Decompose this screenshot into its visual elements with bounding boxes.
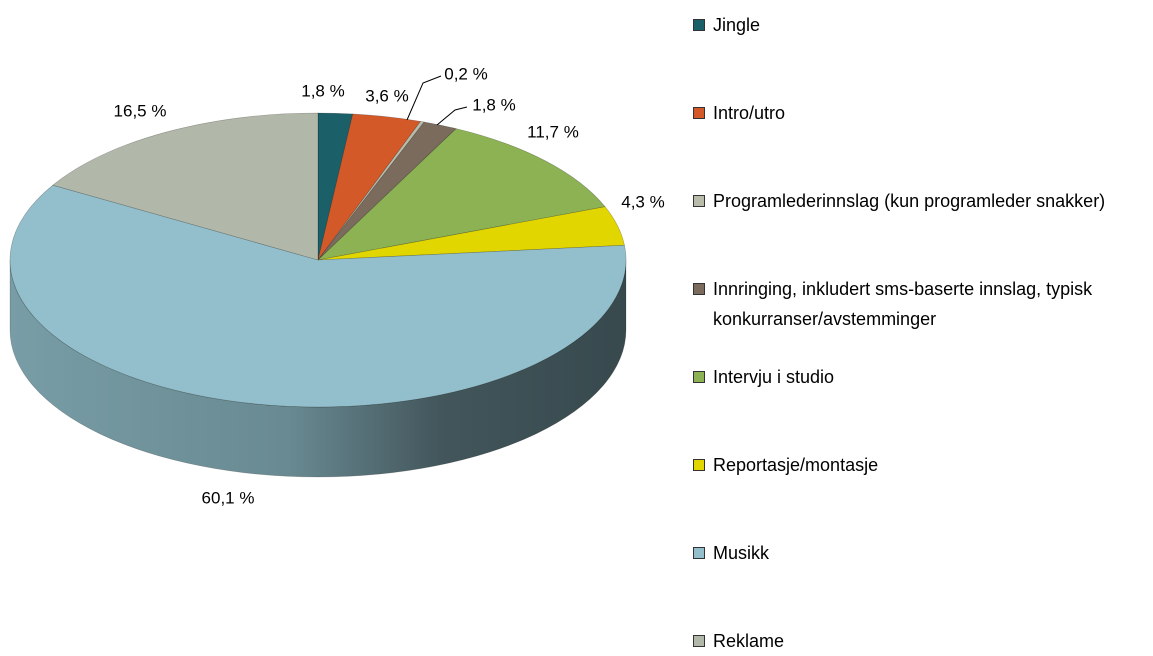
legend-swatch: [693, 19, 705, 31]
legend-label: Reportasje/montasje: [713, 455, 879, 475]
data-label: 11,7 %: [527, 122, 579, 141]
legend-label: Programlederinnslag (kun programleder sn…: [713, 191, 1106, 211]
legend-item: Intervju i studio: [693, 362, 1133, 392]
legend-swatch: [693, 459, 705, 471]
legend-swatch: [693, 547, 705, 559]
legend-item: Musikk: [693, 538, 1133, 568]
legend-label: Jingle: [713, 15, 761, 35]
data-label: 1,8 %: [472, 95, 515, 114]
slice: [317, 113, 422, 261]
legend-label: Intro/utro: [713, 103, 786, 123]
legend-label: Innringing, inkludert sms-baserte innsla…: [713, 279, 1093, 329]
legend-swatch: [693, 107, 705, 119]
legend-swatch: [693, 635, 705, 647]
slice: [317, 112, 354, 261]
slice: [317, 121, 425, 261]
data-label: 16,5 %: [114, 101, 167, 120]
slice: [52, 112, 319, 261]
legend-swatch: [693, 371, 705, 383]
legend-label: Intervju i studio: [713, 367, 835, 387]
legend-swatch: [693, 283, 705, 295]
leader-line: [436, 106, 468, 126]
data-label: 0,2 %: [444, 64, 487, 83]
legend-item: Intro/utro: [693, 98, 1133, 128]
leader-line: [406, 75, 442, 121]
legend-label: Reklame: [713, 631, 785, 651]
slice: [317, 128, 606, 261]
chart: 1,8 % 3,6 % 0,2 % 1,8 % 11,7 % 4,3 % 60,1 % 16,…: [9, 64, 665, 507]
legend-item: Innringing, inkludert sms-baserte innsla…: [693, 274, 1133, 334]
legend-item: Reportasje/montasje: [693, 450, 1133, 480]
legend-item: Programlederinnslag (kun programleder sn…: [693, 186, 1133, 216]
legend-item: Reklame: [693, 626, 1133, 656]
data-label: 3,6 %: [365, 86, 408, 105]
slice: [317, 206, 625, 261]
data-label: 4,3 %: [621, 192, 664, 211]
slice: [317, 121, 457, 261]
data-label: 1,8 %: [301, 81, 344, 100]
data-label: 60,1 %: [202, 488, 255, 507]
legend-label: Musikk: [713, 543, 770, 563]
legend-item: Jingle: [693, 10, 1133, 40]
legend-swatch: [693, 195, 705, 207]
slice: [9, 184, 627, 408]
